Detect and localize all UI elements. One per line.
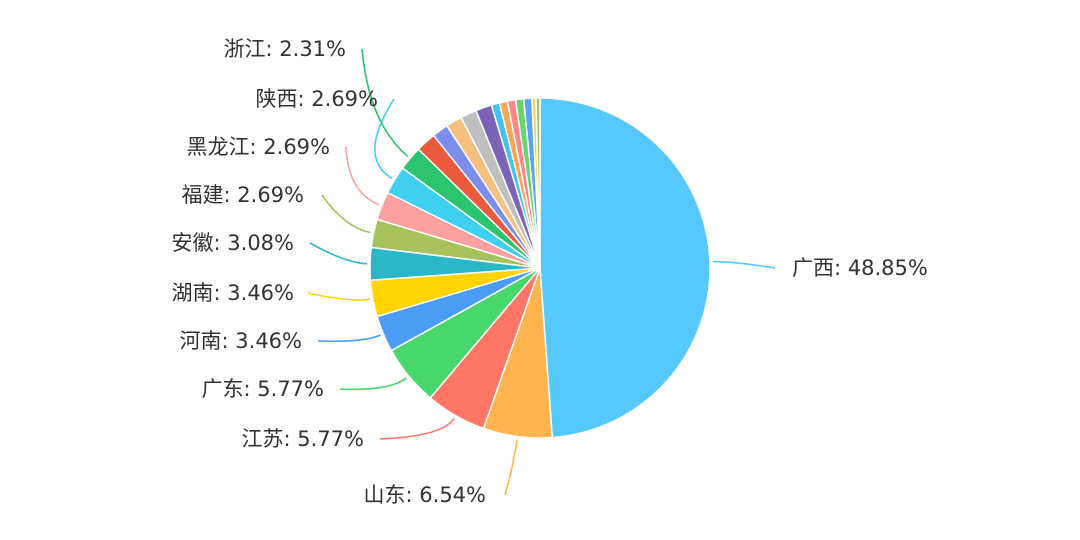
slice-label-3: 广东: 5.77%: [202, 377, 324, 401]
leader-line-6: [309, 242, 368, 265]
slice-label-4: 河南: 3.46%: [180, 329, 302, 353]
slice-label-2: 江苏: 5.77%: [242, 427, 364, 451]
leader-line-0: [712, 260, 776, 269]
slice-labels: 广西: 48.85% 山东: 6.54% 江苏: 5.77% 广东: 5.77% 河南:…: [172, 37, 928, 507]
slice-label-6: 安徽: 3.08%: [172, 231, 294, 255]
pie-slice-0: [539, 97, 711, 439]
leader-line-10: [361, 48, 409, 158]
pie-slice-minor-11: [535, 97, 541, 269]
leader-line-8: [345, 146, 380, 206]
slice-label-10: 浙江: 2.31%: [224, 37, 346, 61]
slice-label-1: 山东: 6.54%: [364, 483, 486, 507]
slice-label-5: 湖南: 3.46%: [172, 281, 294, 305]
slice-label-0: 广西: 48.85%: [792, 256, 928, 280]
leader-line-4: [317, 334, 381, 343]
leader-line-3: [339, 377, 407, 391]
leader-lines: [307, 48, 776, 496]
pie-slices: [369, 97, 711, 439]
slice-label-8: 黑龙江: 2.69%: [187, 135, 330, 159]
leader-line-1: [504, 439, 518, 496]
slice-label-7: 福建: 2.69%: [182, 183, 304, 207]
leader-line-7: [321, 194, 371, 234]
leader-line-9: [374, 98, 395, 180]
slice-label-9: 陕西: 2.69%: [256, 87, 378, 111]
leader-line-5: [307, 292, 370, 301]
leader-line-2: [379, 417, 455, 440]
